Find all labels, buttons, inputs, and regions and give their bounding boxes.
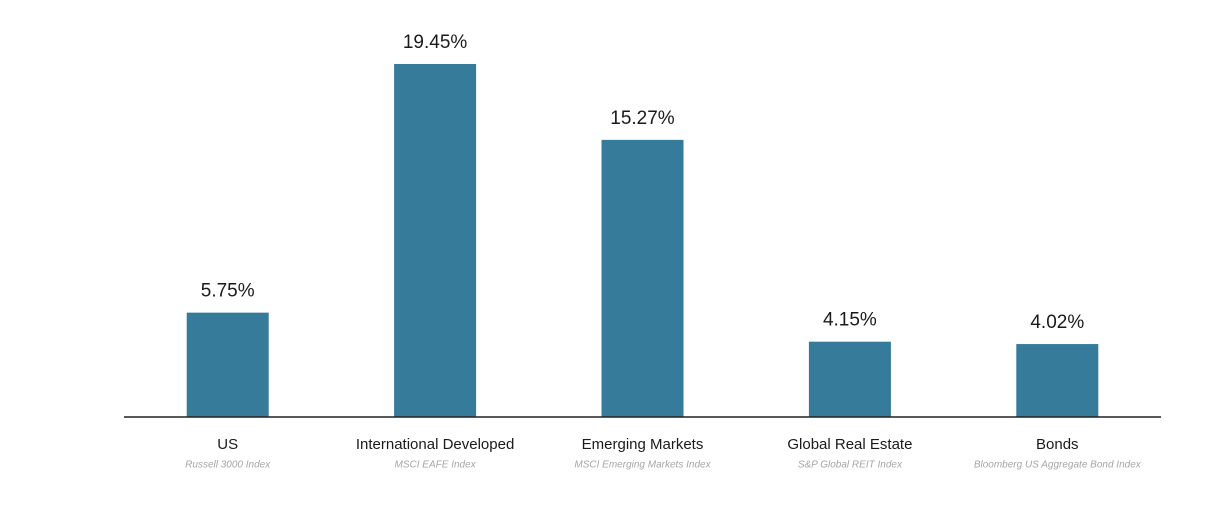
value-label: 4.15%: [823, 310, 877, 331]
category-note: Russell 3000 Index: [185, 460, 271, 471]
category-label: US: [217, 436, 238, 453]
bar: [186, 312, 269, 417]
category-label: Emerging Markets: [582, 436, 704, 453]
category-label: Global Real Estate: [787, 436, 912, 453]
value-label: 5.75%: [201, 281, 255, 302]
category-note: MSCI Emerging Markets Index: [574, 460, 711, 471]
bar: [394, 64, 477, 417]
category-label: Bonds: [1036, 436, 1079, 453]
value-label: 15.27%: [610, 108, 675, 129]
bar: [601, 139, 684, 418]
category-note: MSCI EAFE Index: [395, 460, 477, 471]
category-note: Bloomberg US Aggregate Bond Index: [974, 460, 1142, 471]
category-note: S&P Global REIT Index: [798, 460, 903, 471]
category-label: International Developed: [356, 436, 514, 453]
value-label: 4.02%: [1030, 312, 1084, 333]
bar: [808, 341, 891, 417]
bar: [1016, 344, 1099, 417]
value-label: 19.45%: [403, 32, 468, 53]
